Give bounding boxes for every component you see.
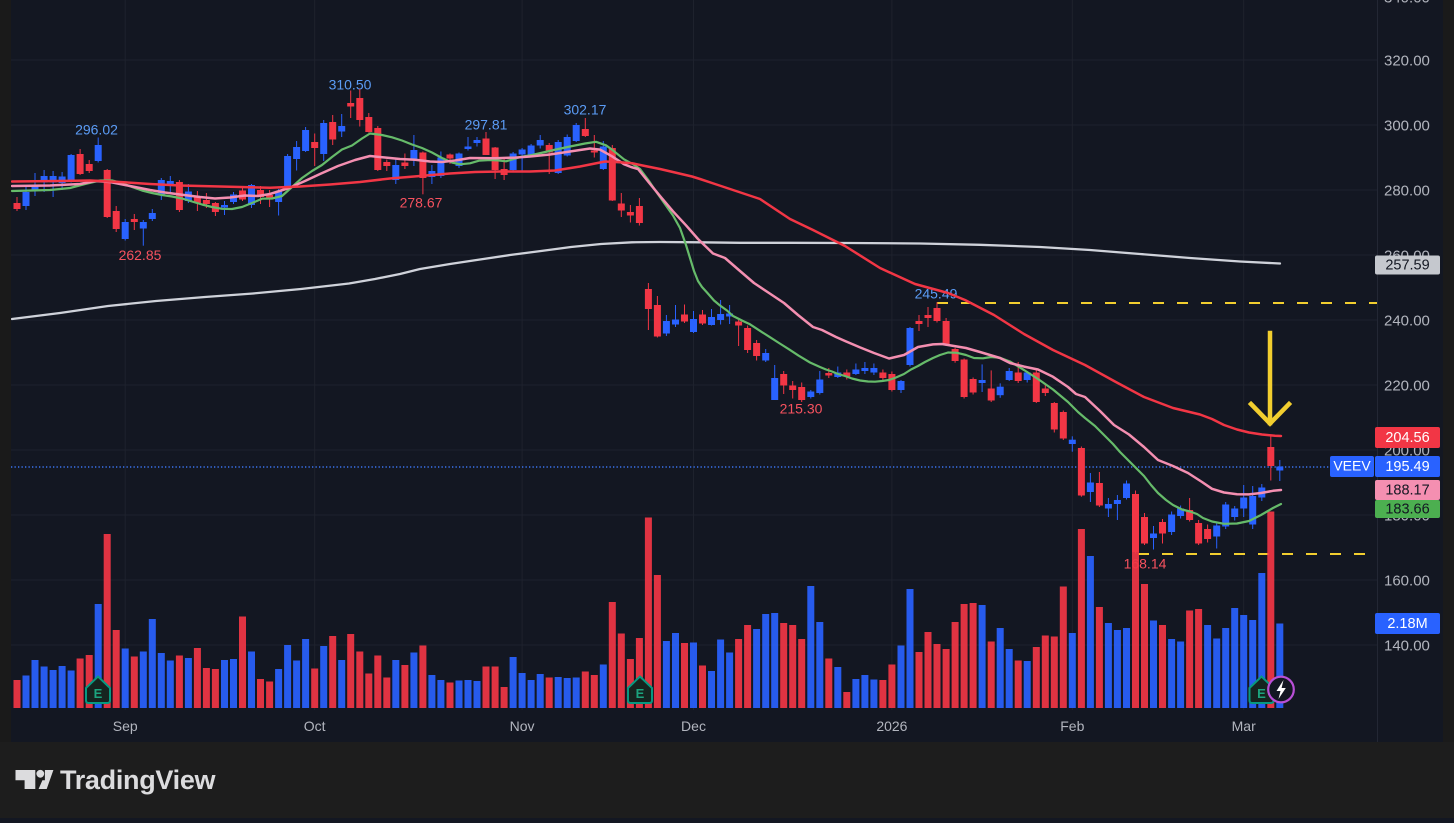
svg-text:204.56: 204.56	[1385, 430, 1429, 446]
svg-text:E: E	[1257, 686, 1266, 701]
svg-text:160.00: 160.00	[1384, 572, 1430, 589]
svg-text:Dec: Dec	[681, 718, 706, 734]
svg-text:E: E	[636, 686, 645, 701]
svg-text:296.02: 296.02	[75, 122, 118, 138]
svg-text:Mar: Mar	[1232, 718, 1256, 734]
svg-text:310.50: 310.50	[329, 77, 372, 93]
svg-text:220.00: 220.00	[1384, 377, 1430, 394]
svg-text:262.85: 262.85	[119, 247, 162, 263]
svg-text:TradingView: TradingView	[60, 765, 217, 795]
svg-text:Feb: Feb	[1060, 718, 1084, 734]
svg-text:320.00: 320.00	[1384, 52, 1430, 69]
svg-text:188.17: 188.17	[1385, 483, 1429, 499]
svg-text:280.00: 280.00	[1384, 182, 1430, 199]
svg-text:245.49: 245.49	[915, 286, 958, 302]
svg-text:278.67: 278.67	[400, 195, 443, 211]
svg-text:2.18M: 2.18M	[1387, 616, 1427, 632]
svg-text:140.00: 140.00	[1384, 637, 1430, 654]
svg-text:E: E	[94, 686, 103, 701]
svg-text:340.00: 340.00	[1384, 0, 1430, 7]
svg-text:VEEV: VEEV	[1333, 458, 1371, 474]
svg-text:302.17: 302.17	[564, 102, 607, 118]
svg-text:2026: 2026	[876, 718, 907, 734]
svg-text:300.00: 300.00	[1384, 117, 1430, 134]
svg-text:297.81: 297.81	[465, 117, 508, 133]
svg-text:Nov: Nov	[510, 718, 535, 734]
svg-text:215.30: 215.30	[780, 401, 823, 417]
svg-text:Oct: Oct	[304, 718, 326, 734]
svg-text:183.66: 183.66	[1385, 502, 1429, 518]
svg-text:Sep: Sep	[113, 718, 138, 734]
svg-text:168.14: 168.14	[1124, 556, 1167, 572]
svg-text:195.49: 195.49	[1385, 459, 1429, 475]
svg-text:257.59: 257.59	[1385, 258, 1429, 274]
svg-text:240.00: 240.00	[1384, 312, 1430, 329]
